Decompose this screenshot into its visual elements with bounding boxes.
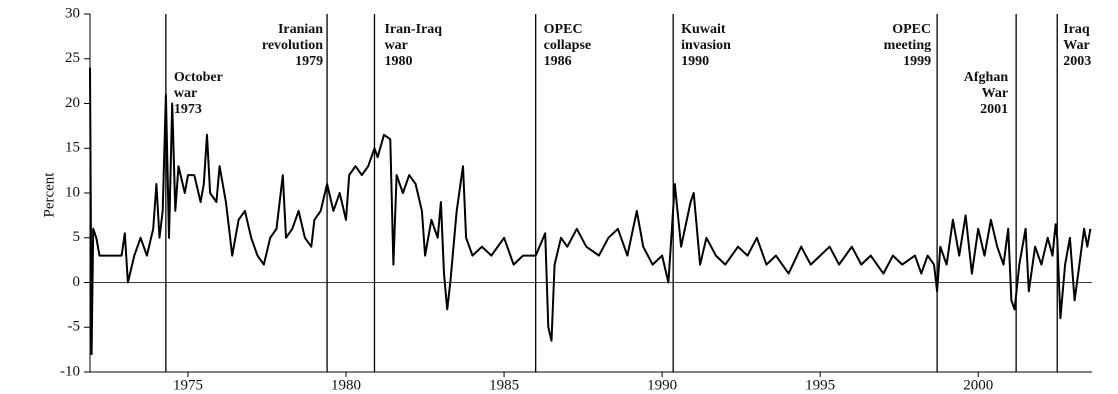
y-axis-label: Percent [41, 172, 57, 218]
event-label: meeting [884, 38, 931, 53]
event-label: 1980 [384, 54, 412, 69]
data-line [89, 67, 1092, 356]
event-label: War [982, 86, 1008, 101]
event-label: 1986 [544, 54, 572, 69]
y-tick-label: 5 [73, 229, 81, 245]
event-label: 1973 [174, 102, 202, 117]
event-label: OPEC [892, 22, 931, 37]
event-label: war [174, 86, 197, 101]
event-label: invasion [681, 38, 731, 53]
y-tick-label: 20 [65, 95, 80, 111]
y-tick-label: 0 [73, 274, 81, 290]
x-tick-label: 2000 [963, 377, 993, 393]
y-tick-label: 25 [65, 50, 80, 66]
x-tick-label: 1995 [805, 377, 835, 393]
y-tick-label: 10 [65, 184, 80, 200]
event-label: collapse [544, 38, 591, 53]
event-label: 1999 [903, 54, 931, 69]
y-tick-label: -10 [60, 363, 80, 379]
event-label: War [1063, 38, 1089, 53]
event-label: revolution [262, 38, 323, 53]
y-tick-label: 30 [65, 5, 80, 21]
event-label: 2003 [1063, 54, 1091, 69]
y-tick-label: 15 [65, 140, 80, 156]
x-tick-label: 1975 [173, 377, 203, 393]
event-label: OPEC [544, 22, 583, 37]
event-label: war [384, 38, 407, 53]
event-label: Iraq [1063, 22, 1090, 37]
x-tick-label: 1980 [331, 377, 361, 393]
x-tick-label: 1990 [647, 377, 677, 393]
event-label: 1979 [295, 54, 323, 69]
event-label: Kuwait [681, 22, 726, 37]
event-label: Iranian [278, 22, 323, 37]
y-tick-label: -5 [68, 319, 81, 335]
event-label: Iran-Iraq [384, 22, 442, 37]
event-label: Afghan [964, 70, 1009, 85]
event-label: 2001 [980, 102, 1008, 117]
event-label: October [174, 70, 223, 85]
x-tick-label: 1985 [489, 377, 519, 393]
event-label: 1990 [681, 54, 709, 69]
